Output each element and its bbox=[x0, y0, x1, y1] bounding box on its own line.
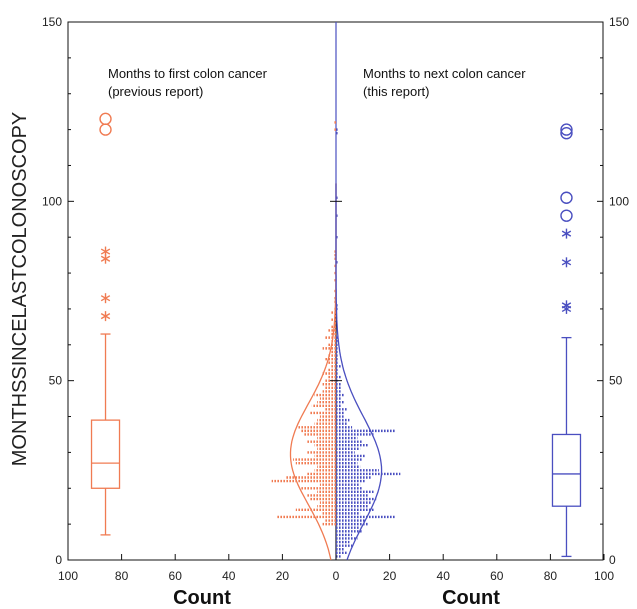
outlier-circle bbox=[560, 126, 573, 140]
y-axis-label: MONTHSSINCELASTCOLONOSCOPY bbox=[9, 112, 31, 467]
y-tick-label-left: 50 bbox=[49, 374, 63, 388]
boxplot-right bbox=[551, 123, 582, 558]
x-axis-label-right: Count bbox=[442, 587, 500, 609]
y-tick-label-right: 50 bbox=[609, 374, 623, 388]
outlier-circle bbox=[560, 123, 573, 136]
outlier-star-stroke bbox=[100, 295, 111, 302]
annotation-left-line2: (previous report) bbox=[108, 84, 203, 99]
outlier-star-stroke bbox=[561, 230, 572, 237]
x-axis-label-left: Count bbox=[173, 587, 231, 609]
outlier-star bbox=[100, 246, 111, 257]
outlier-star-stroke bbox=[100, 255, 111, 262]
y-tick-label-left: 100 bbox=[42, 194, 62, 208]
x-tick-label-left: 0 bbox=[333, 569, 340, 583]
tick-layer: 0 0 50 50 100 100 150 150 100 80 60 40 20 0 20 40 60 80 10… bbox=[42, 15, 629, 583]
outlier-circle bbox=[560, 191, 573, 204]
outlier-star-stroke bbox=[100, 248, 111, 255]
outlier-star bbox=[561, 300, 572, 311]
x-tick-label-right: 40 bbox=[437, 569, 451, 583]
outlier-star bbox=[561, 228, 572, 239]
boxplot-left bbox=[90, 112, 121, 536]
y-tick-label-right: 100 bbox=[609, 194, 629, 208]
density-curve-layer bbox=[289, 183, 383, 561]
x-tick-label-left: 20 bbox=[276, 569, 290, 583]
y-tick-label-right: 0 bbox=[609, 553, 616, 567]
x-tick-label-right: 60 bbox=[490, 569, 504, 583]
outlier-star bbox=[561, 257, 572, 268]
y-tick-label-right: 150 bbox=[609, 15, 629, 29]
box-iqr bbox=[90, 419, 121, 489]
outlier-star bbox=[100, 311, 111, 322]
annotation-right-line2: (this report) bbox=[363, 84, 429, 99]
outlier-star bbox=[100, 293, 111, 304]
outlier-star-stroke bbox=[561, 302, 572, 309]
boxplot-layer bbox=[90, 112, 582, 558]
x-tick-label-right: 80 bbox=[544, 569, 558, 583]
box-iqr bbox=[551, 433, 582, 507]
x-tick-label-right: 20 bbox=[383, 569, 397, 583]
annotation-left-line1: Months to first colon cancer bbox=[108, 66, 268, 81]
x-tick-label-left: 80 bbox=[115, 569, 129, 583]
outlier-star-stroke bbox=[561, 259, 572, 266]
density-curve-right bbox=[335, 183, 383, 561]
annotation-right-line1: Months to next colon cancer bbox=[363, 66, 526, 81]
x-tick-label-right: 100 bbox=[594, 569, 614, 583]
x-tick-label-left: 60 bbox=[169, 569, 183, 583]
x-tick-label-left: 100 bbox=[58, 569, 78, 583]
outlier-star-stroke bbox=[100, 313, 111, 320]
histogram-layer bbox=[271, 121, 401, 558]
histogram-left bbox=[271, 121, 336, 526]
outlier-circle bbox=[99, 112, 112, 126]
y-tick-label-left: 150 bbox=[42, 15, 62, 29]
outlier-circle bbox=[560, 209, 573, 222]
y-tick-label-left: 0 bbox=[55, 553, 62, 567]
x-tick-label-left: 40 bbox=[222, 569, 236, 583]
